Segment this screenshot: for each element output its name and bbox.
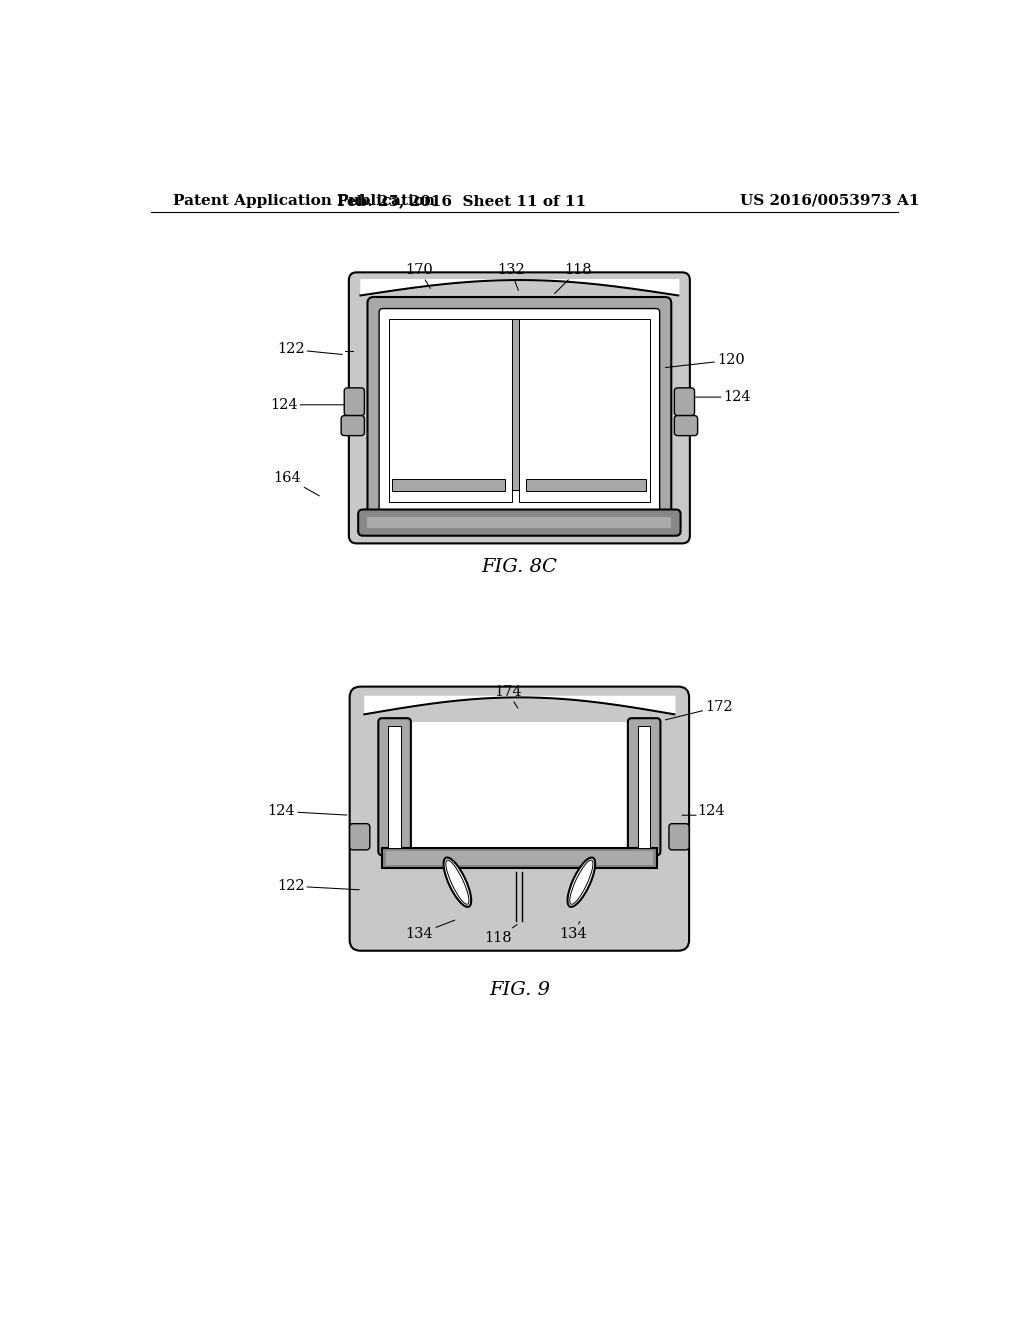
Text: 172: 172 [666,700,733,719]
Text: FIG. 8C: FIG. 8C [481,557,557,576]
Text: FIG. 9: FIG. 9 [488,981,550,999]
Bar [368,517,672,528]
Text: 116: 116 [376,508,410,525]
Text: 136: 136 [454,510,484,531]
Text: 122: 122 [276,342,342,356]
Text: 124: 124 [723,391,751,404]
Bar [389,318,512,502]
Text: 122: 122 [276,879,359,894]
FancyBboxPatch shape [368,297,672,527]
Text: 120: 120 [666,354,744,367]
FancyBboxPatch shape [349,686,689,950]
Text: 118: 118 [555,263,592,293]
Bar [388,726,400,847]
Text: US 2016/0053973 A1: US 2016/0053973 A1 [740,194,920,207]
Bar [386,850,652,866]
Bar [382,847,656,869]
Bar [525,479,646,491]
Bar [638,726,650,847]
FancyBboxPatch shape [358,510,681,536]
Text: 134: 134 [406,920,455,941]
Ellipse shape [569,861,593,904]
Bar [392,479,506,491]
Text: Feb. 25, 2016  Sheet 11 of 11: Feb. 25, 2016 Sheet 11 of 11 [337,194,586,207]
Bar [407,722,632,851]
Text: 124: 124 [267,804,347,818]
FancyBboxPatch shape [341,416,365,436]
FancyBboxPatch shape [675,388,694,416]
Text: 170: 170 [406,263,433,289]
Text: 124: 124 [697,804,725,818]
Ellipse shape [443,858,471,907]
Text: 132: 132 [497,263,524,290]
FancyBboxPatch shape [349,824,370,850]
FancyBboxPatch shape [378,718,411,855]
Text: 174: 174 [494,685,521,708]
FancyBboxPatch shape [628,718,660,855]
FancyBboxPatch shape [379,309,659,513]
Text: 126: 126 [539,507,566,525]
Text: 164: 164 [273,471,319,496]
Ellipse shape [567,858,595,907]
Text: Patent Application Publication: Patent Application Publication [173,194,435,207]
Text: 124: 124 [270,397,354,412]
Text: 118: 118 [484,924,517,945]
FancyBboxPatch shape [669,824,689,850]
Bar [512,318,519,490]
FancyBboxPatch shape [349,272,690,544]
Text: 134: 134 [559,921,587,941]
Ellipse shape [445,861,469,904]
FancyBboxPatch shape [344,388,365,416]
Bar [518,318,649,502]
FancyBboxPatch shape [675,416,697,436]
